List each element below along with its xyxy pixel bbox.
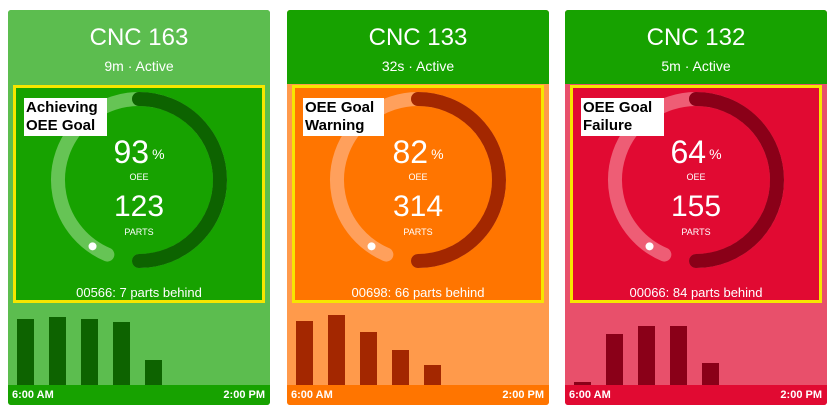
oee-value: 82 xyxy=(392,134,429,170)
oee-gauge-marker xyxy=(367,242,376,251)
oee-panel: OEE Goal Warning 82% OEE 314 PARTS 00698… xyxy=(292,85,544,303)
machine-status: 32s · Active xyxy=(381,58,455,74)
oee-value-row: 64% xyxy=(573,135,819,169)
card-header: CNC 163 9m · Active xyxy=(8,10,270,84)
oee-gauge xyxy=(608,92,784,268)
oee-gauge-progress xyxy=(689,92,784,268)
oee-goal-label: OEE Goal Failure xyxy=(581,98,664,136)
hourly-bar-chart xyxy=(574,326,719,385)
timeline-end-label: 2:00 PM xyxy=(780,389,822,401)
hourly-bar xyxy=(702,363,719,385)
parts-caption: PARTS xyxy=(124,227,154,237)
oee-goal-label: Achieving OEE Goal xyxy=(24,98,107,136)
timeline-bar: 6:00 AM 2:00 PM xyxy=(565,385,827,405)
machine-card-cnc-132[interactable]: CNC 132 5m · Active OEE Goal Failure 64%… xyxy=(565,10,827,405)
hourly-bar xyxy=(81,319,98,385)
oee-gauge xyxy=(330,92,506,268)
hourly-bar xyxy=(296,321,313,385)
oee-unit: % xyxy=(431,146,444,162)
hourly-bar xyxy=(392,350,409,385)
timeline-end-label: 2:00 PM xyxy=(502,389,544,401)
machine-name: CNC 163 xyxy=(89,24,189,51)
oee-unit: % xyxy=(152,146,165,162)
machine-status: 9m · Active xyxy=(104,58,174,74)
oee-panel: Achieving OEE Goal 93% OEE 123 PARTS 005… xyxy=(13,85,265,303)
hourly-bar xyxy=(670,326,687,385)
oee-caption: OEE xyxy=(129,172,149,182)
oee-panel: OEE Goal Failure 64% OEE 155 PARTS 00066… xyxy=(570,85,822,303)
card-header: CNC 133 32s · Active xyxy=(287,10,549,84)
oee-goal-label: OEE Goal Warning xyxy=(303,98,384,136)
oee-value-row: 93% xyxy=(16,135,262,169)
hourly-bar-chart xyxy=(17,317,162,385)
hourly-bar xyxy=(638,326,655,385)
hourly-bar xyxy=(49,317,66,385)
hourly-bar xyxy=(145,360,162,385)
machine-status: 5m · Active xyxy=(661,58,731,74)
oee-unit: % xyxy=(709,146,722,162)
timeline-start-label: 6:00 AM xyxy=(12,389,54,401)
parts-count: 155 xyxy=(670,190,722,223)
hourly-bar xyxy=(113,322,130,385)
parts-behind-text: 00566: 7 parts behind xyxy=(76,285,202,300)
timeline-bar: 6:00 AM 2:00 PM xyxy=(8,385,270,405)
oee-gauge-progress xyxy=(132,92,227,268)
oee-value: 64 xyxy=(670,134,707,170)
hourly-bar xyxy=(328,315,345,385)
hourly-bar xyxy=(17,319,34,385)
parts-count: 123 xyxy=(113,190,165,223)
oee-value-row: 82% xyxy=(295,135,541,169)
parts-behind-text: 00698: 66 parts behind xyxy=(351,285,485,300)
oee-gauge-marker xyxy=(645,242,654,251)
oee-gauge-marker xyxy=(88,242,97,251)
timeline-start-label: 6:00 AM xyxy=(291,389,333,401)
hourly-bar xyxy=(574,382,591,385)
card-header: CNC 132 5m · Active xyxy=(565,10,827,84)
timeline-bar: 6:00 AM 2:00 PM xyxy=(287,385,549,405)
timeline-end-label: 2:00 PM xyxy=(223,389,265,401)
oee-gauge-progress xyxy=(411,92,506,268)
oee-gauge xyxy=(51,92,227,268)
machine-name: CNC 133 xyxy=(368,24,468,51)
hourly-bar xyxy=(606,334,623,385)
oee-caption: OEE xyxy=(408,172,428,182)
oee-caption: OEE xyxy=(686,172,706,182)
parts-behind-text: 00066: 84 parts behind xyxy=(629,285,763,300)
oee-value: 93 xyxy=(113,134,150,170)
parts-caption: PARTS xyxy=(681,227,711,237)
machine-card-cnc-163[interactable]: CNC 163 9m · Active Achieving OEE Goal 9… xyxy=(8,10,270,405)
machine-name: CNC 132 xyxy=(646,24,746,51)
parts-caption: PARTS xyxy=(403,227,433,237)
parts-count: 314 xyxy=(392,190,444,223)
hourly-bar xyxy=(424,365,441,385)
hourly-bar-chart xyxy=(296,315,441,385)
machine-card-cnc-133[interactable]: CNC 133 32s · Active OEE Goal Warning 82… xyxy=(287,10,549,405)
timeline-start-label: 6:00 AM xyxy=(569,389,611,401)
hourly-bar xyxy=(360,332,377,385)
